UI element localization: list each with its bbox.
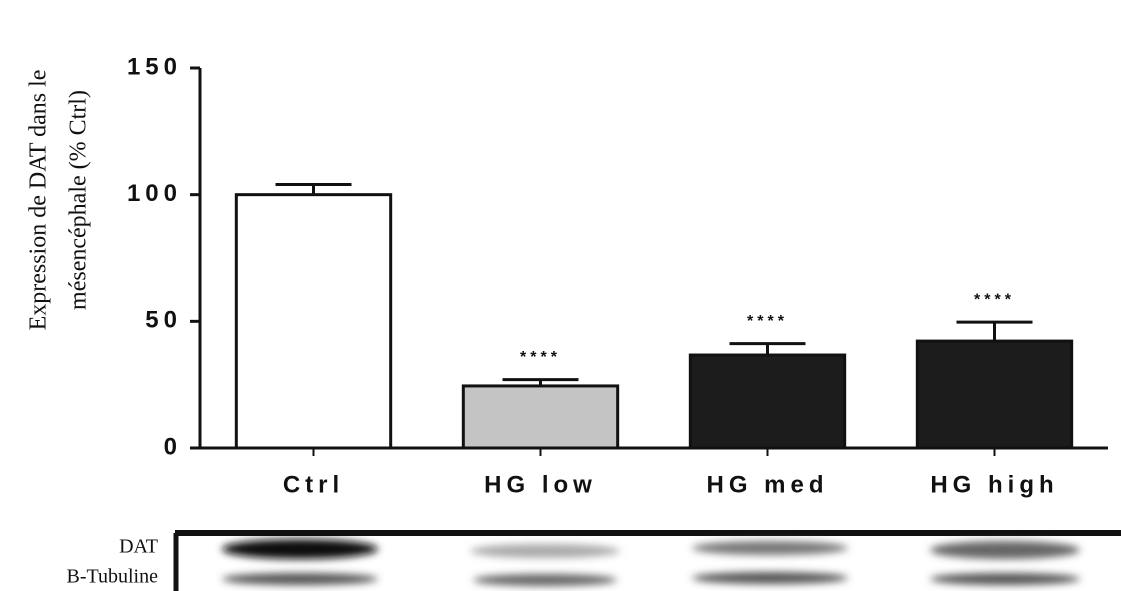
blot: DAT B-Tubuline <box>66 533 1121 591</box>
significance-label: **** <box>520 349 561 366</box>
significance-label: **** <box>747 313 788 330</box>
blot-bands <box>222 539 1080 586</box>
blot-row-label: B-Tubuline <box>66 566 158 588</box>
blot-row-label: DAT <box>119 536 158 558</box>
y-tick-label: 100 <box>127 180 182 207</box>
bar <box>917 341 1071 448</box>
y-axis-label: Expression de DAT dans le <box>26 70 52 331</box>
chart: DAT B-Tubuline Expression de DAT dans le… <box>0 0 1121 591</box>
bar <box>690 355 844 448</box>
y-tick-label: 150 <box>127 53 182 80</box>
x-tick-label: Ctrl <box>283 471 344 498</box>
y-tick-label: 50 <box>145 307 182 334</box>
x-tick-label: HG med <box>706 471 828 498</box>
significance-label: **** <box>974 291 1015 308</box>
y-axis-label: mésencéphale (% Ctrl) <box>66 90 92 310</box>
bar <box>463 386 617 448</box>
y-tick-label: 0 <box>164 433 182 460</box>
x-tick-label: HG high <box>930 471 1058 498</box>
x-tick-label: HG low <box>484 471 597 498</box>
bar <box>236 195 390 448</box>
